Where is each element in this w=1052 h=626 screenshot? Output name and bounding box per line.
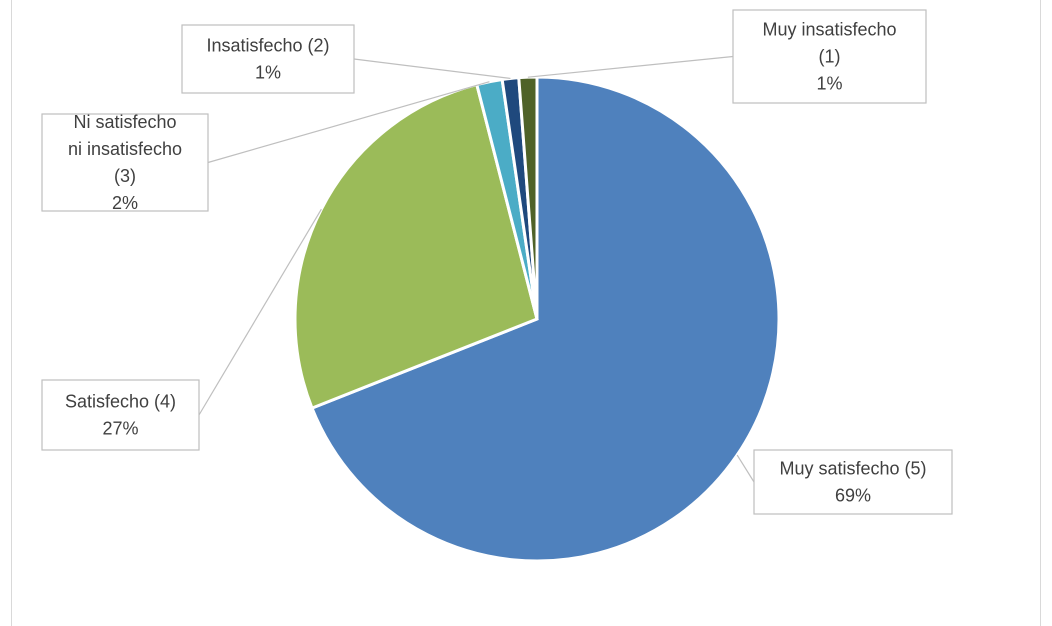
data-label-3: Ni satisfecho ni insatisfecho (3) 2% bbox=[68, 112, 182, 213]
chart-area bbox=[11, 0, 1041, 626]
data-label-box-3 bbox=[41, 113, 209, 212]
pie-slice-1 bbox=[310, 75, 781, 563]
data-label-1: Muy satisfecho (5) 69% bbox=[779, 458, 926, 505]
leader-line-5 bbox=[527, 55, 734, 78]
data-label-box-2 bbox=[41, 379, 200, 451]
pie-slice-2 bbox=[293, 82, 539, 411]
data-label-box-1 bbox=[753, 449, 953, 515]
leader-line-1 bbox=[736, 454, 755, 483]
data-label-2: Satisfecho (4) 27% bbox=[65, 391, 176, 438]
data-label-5: Muy insatisfecho (1) 1% bbox=[762, 19, 896, 93]
data-label-4: Insatisfecho (2) 1% bbox=[206, 35, 329, 82]
leader-line-4 bbox=[353, 58, 511, 80]
data-label-box-5 bbox=[732, 9, 927, 104]
data-label-box-4 bbox=[181, 24, 355, 94]
leader-line-3 bbox=[207, 81, 490, 164]
leader-line-2 bbox=[198, 208, 322, 416]
